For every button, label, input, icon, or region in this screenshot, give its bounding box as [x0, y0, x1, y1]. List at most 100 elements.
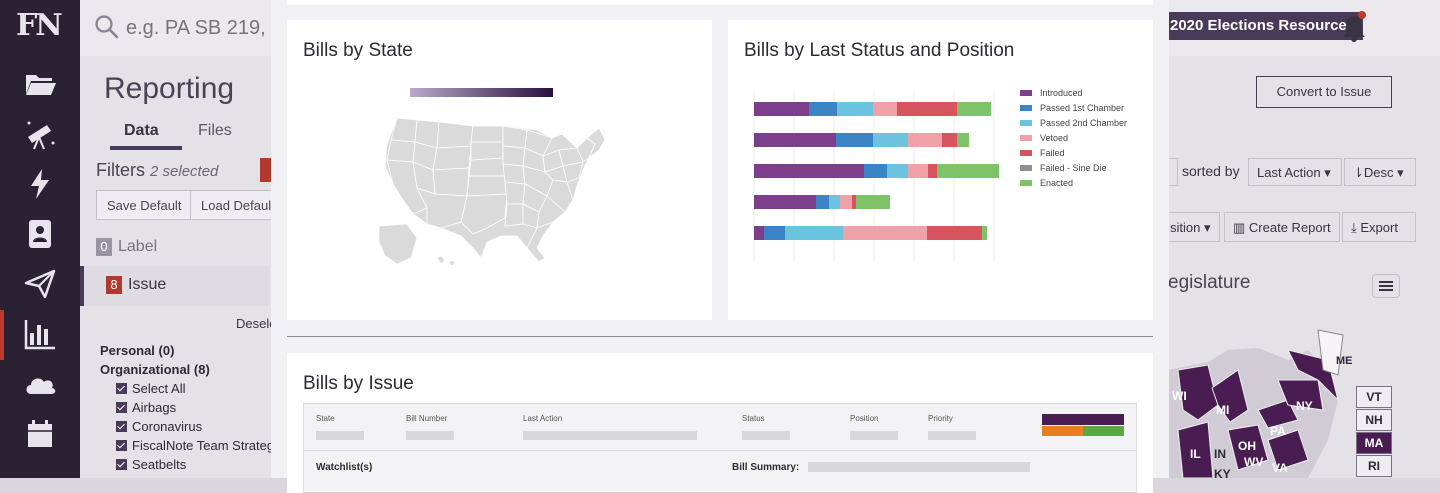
bar-segment — [856, 195, 890, 209]
bar-segment — [937, 164, 999, 178]
tab-files[interactable]: Files — [198, 122, 232, 139]
report-preview-modal: Bills by State — [271, 0, 1169, 493]
save-default-button[interactable]: Save Default — [96, 190, 193, 220]
filter-issue-row[interactable]: 8 Issue — [80, 266, 270, 306]
fiscalnote-logo[interactable]: FN — [16, 8, 63, 43]
state-box-ri[interactable]: RI — [1356, 455, 1392, 477]
legend-label: Failed — [1040, 148, 1065, 158]
map-label-ky: KY — [1214, 467, 1231, 478]
map-label-il: IL — [1190, 447, 1201, 461]
position-bar-green — [1083, 426, 1124, 436]
telescope-icon[interactable] — [20, 114, 60, 154]
tab-active-indicator — [110, 146, 182, 150]
bar-segment — [754, 195, 816, 209]
notification-bell-icon[interactable] — [1340, 10, 1368, 42]
sorted-by-label: sorted by — [1182, 163, 1240, 179]
download-icon: ⤓ — [1351, 220, 1357, 235]
checkbox[interactable] — [116, 440, 127, 451]
state-box-vt[interactable]: VT — [1356, 386, 1392, 408]
filters-title: Filters — [96, 160, 145, 180]
bar-segment — [816, 195, 829, 209]
checkbox[interactable] — [116, 402, 127, 413]
map-label-wi: WI — [1172, 389, 1187, 403]
calendar-icon[interactable] — [20, 414, 60, 454]
legislature-map: ME WI MI NY PA OH IL IN WV VA KY — [1168, 329, 1353, 478]
map-label-wv: WV — [1244, 455, 1263, 469]
map-label-va: VA — [1272, 461, 1288, 475]
filter-option-select-all[interactable]: Select All — [116, 381, 185, 396]
map-label-me: ME — [1336, 355, 1353, 367]
search-icon[interactable] — [94, 14, 120, 40]
contacts-icon[interactable] — [20, 214, 60, 254]
legislature-title: egislature — [1168, 272, 1251, 293]
checkbox[interactable] — [116, 421, 127, 432]
chevron-down-icon: ▾ — [1397, 165, 1404, 180]
map-label-in: IN — [1214, 447, 1226, 461]
tab-data[interactable]: Data — [124, 122, 159, 139]
filter-option-coronavirus[interactable]: Coronavirus — [116, 419, 202, 434]
placeholder-cell — [742, 431, 790, 440]
sort-field-select[interactable]: Last Action ▾ — [1248, 158, 1342, 186]
filter-option-airbags[interactable]: Airbags — [116, 400, 176, 415]
bill-summary-label: Bill Summary: — [732, 462, 800, 473]
convert-to-issue-button[interactable]: Convert to Issue — [1256, 76, 1392, 108]
deselect-all-link[interactable]: Desele — [236, 316, 277, 331]
filter-option-seatbelts[interactable]: Seatbelts — [116, 457, 186, 472]
cloud-icon[interactable] — [20, 364, 60, 404]
lightning-icon[interactable] — [20, 164, 60, 204]
bar-segment — [873, 102, 897, 116]
position-bar-orange — [1042, 426, 1083, 436]
bar-segment — [852, 195, 856, 209]
state-box-nh[interactable]: NH — [1356, 409, 1392, 431]
bills-by-issue-card: Bills by Issue State Bill Number Last Ac… — [287, 353, 1153, 493]
filter-option-fiscalnote-team[interactable]: FiscalNote Team Strategie — [116, 438, 284, 453]
personal-group[interactable]: Personal (0) — [100, 343, 175, 358]
bar-chart-icon[interactable] — [20, 314, 60, 354]
issue-count-badge: 8 — [106, 276, 122, 294]
map-label-ny: NY — [1296, 399, 1313, 413]
load-default-button[interactable]: Load Defaul — [190, 190, 272, 220]
active-nav-indicator — [0, 310, 4, 360]
bills-by-state-title: Bills by State — [303, 40, 413, 61]
section-divider — [287, 336, 1153, 337]
filter-label-row[interactable]: 0 Label — [96, 238, 157, 256]
placeholder-cell — [808, 462, 1030, 472]
bills-by-issue-title: Bills by Issue — [303, 373, 414, 394]
organizational-group[interactable]: Organizational (8) — [100, 362, 210, 377]
create-report-button[interactable]: ▥ Create Report — [1224, 212, 1340, 242]
bar-segment — [864, 164, 887, 178]
column-header-bill-number: Bill Number — [406, 414, 448, 423]
elections-resources-button[interactable]: 2020 Elections Resources — [1162, 12, 1364, 40]
sort-input-edge[interactable] — [1168, 158, 1178, 186]
checkbox[interactable] — [116, 383, 127, 394]
table-separator — [304, 450, 1136, 451]
bar-segment — [957, 133, 969, 147]
issue-table: State Bill Number Last Action Status Pos… — [303, 403, 1137, 493]
folder-icon[interactable] — [20, 64, 60, 104]
export-button[interactable]: ⤓ Export — [1342, 212, 1416, 242]
paper-plane-icon[interactable] — [20, 264, 60, 304]
legend-label: Failed - Sine Die — [1040, 163, 1107, 173]
reset-filters-chip[interactable] — [260, 158, 274, 182]
bills-by-status-card: Bills by Last Status and Position Introd… — [728, 20, 1153, 320]
legend-label: Enacted — [1040, 178, 1073, 188]
previous-card — [287, 0, 1153, 5]
map-label-pa: PA — [1270, 424, 1286, 438]
bar-segment — [754, 102, 809, 116]
bar-segment — [754, 133, 836, 147]
bar-segment — [927, 226, 982, 240]
bar-segment — [908, 133, 942, 147]
bar-segment — [809, 102, 837, 116]
column-header-status: Status — [742, 414, 765, 423]
checkbox[interactable] — [116, 459, 127, 470]
sort-direction-select[interactable]: ⇂Desc ▾ — [1344, 158, 1416, 186]
issue-row-text: Issue — [128, 276, 167, 293]
state-box-ma[interactable]: MA — [1356, 432, 1392, 454]
position-dropdown-button[interactable]: sition ▾ — [1168, 212, 1220, 242]
search-input[interactable] — [126, 14, 286, 42]
sort-order-icon: ⇂ — [1353, 165, 1364, 180]
menu-icon[interactable] — [1372, 274, 1400, 298]
label-count-badge: 0 — [96, 238, 112, 256]
bills-by-state-card: Bills by State — [287, 20, 712, 320]
column-header-last-action: Last Action — [523, 414, 563, 423]
